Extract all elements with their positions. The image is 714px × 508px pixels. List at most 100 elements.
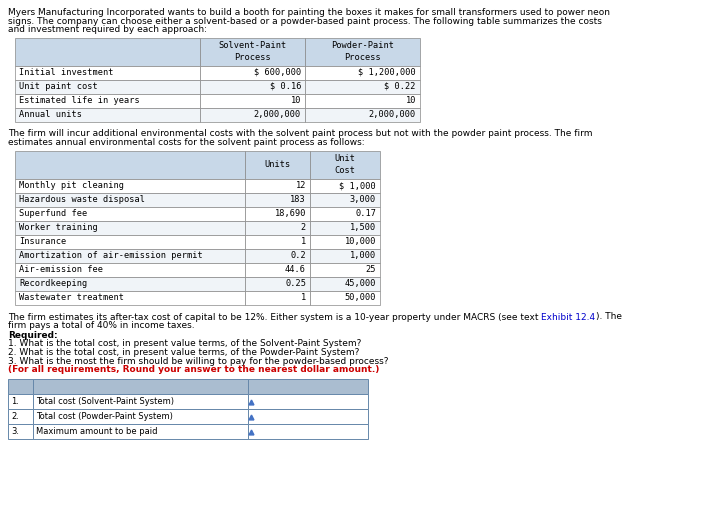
Text: Amortization of air-emission permit: Amortization of air-emission permit bbox=[19, 251, 203, 260]
Text: Solvent-Paint: Solvent-Paint bbox=[218, 41, 286, 50]
Bar bbox=[310, 248, 380, 263]
Bar bbox=[15, 66, 200, 79]
Bar bbox=[15, 178, 245, 193]
Bar bbox=[248, 409, 368, 424]
Text: Estimated life in years: Estimated life in years bbox=[19, 96, 140, 105]
Text: (For all requirements, Round your answer to the nearest dollar amount.): (For all requirements, Round your answer… bbox=[8, 365, 379, 374]
Text: Unit: Unit bbox=[334, 154, 356, 163]
Text: 45,000: 45,000 bbox=[344, 279, 376, 288]
Bar bbox=[15, 235, 245, 248]
Text: Units: Units bbox=[264, 160, 291, 169]
Bar bbox=[15, 79, 200, 93]
Bar bbox=[8, 379, 33, 394]
Text: Air-emission fee: Air-emission fee bbox=[19, 265, 103, 274]
Bar bbox=[200, 93, 305, 108]
Text: 1: 1 bbox=[301, 237, 306, 246]
Text: 3.: 3. bbox=[11, 427, 19, 436]
Bar bbox=[245, 206, 310, 220]
Text: Process: Process bbox=[344, 53, 381, 62]
Text: The firm will incur additional environmental costs with the solvent paint proces: The firm will incur additional environme… bbox=[8, 130, 593, 139]
Bar bbox=[15, 220, 245, 235]
Text: 1,500: 1,500 bbox=[350, 223, 376, 232]
Text: Worker training: Worker training bbox=[19, 223, 98, 232]
Bar bbox=[200, 66, 305, 79]
Text: Cost: Cost bbox=[334, 166, 356, 175]
Text: 3. What is the most the firm should be willing to pay for the powder-based proce: 3. What is the most the firm should be w… bbox=[8, 357, 388, 365]
Text: 1.: 1. bbox=[11, 397, 19, 406]
Bar bbox=[200, 108, 305, 121]
Text: 10: 10 bbox=[406, 96, 416, 105]
Bar bbox=[310, 235, 380, 248]
Text: $ 1,000: $ 1,000 bbox=[339, 181, 376, 190]
Text: 183: 183 bbox=[291, 195, 306, 204]
Bar bbox=[245, 150, 310, 178]
Bar bbox=[248, 379, 368, 394]
Bar bbox=[305, 93, 420, 108]
Text: 44.6: 44.6 bbox=[285, 265, 306, 274]
Text: $ 0.22: $ 0.22 bbox=[385, 82, 416, 91]
Text: $ 0.16: $ 0.16 bbox=[269, 82, 301, 91]
Text: Powder-Paint: Powder-Paint bbox=[331, 41, 394, 50]
Text: 25: 25 bbox=[366, 265, 376, 274]
Bar bbox=[248, 424, 368, 439]
Bar bbox=[310, 193, 380, 206]
Text: 0.17: 0.17 bbox=[355, 209, 376, 218]
Bar bbox=[15, 291, 245, 304]
Bar bbox=[200, 38, 305, 66]
Bar bbox=[33, 409, 248, 424]
Bar bbox=[245, 263, 310, 276]
Text: Hazardous waste disposal: Hazardous waste disposal bbox=[19, 195, 145, 204]
Bar bbox=[8, 394, 33, 409]
Text: 10: 10 bbox=[291, 96, 301, 105]
Bar bbox=[15, 93, 200, 108]
Text: Unit paint cost: Unit paint cost bbox=[19, 82, 98, 91]
Text: firm pays a total of 40% in income taxes.: firm pays a total of 40% in income taxes… bbox=[8, 321, 195, 330]
Bar bbox=[245, 276, 310, 291]
Text: Process: Process bbox=[234, 53, 271, 62]
Text: Total cost (Powder-Paint System): Total cost (Powder-Paint System) bbox=[36, 412, 173, 421]
Text: 10,000: 10,000 bbox=[344, 237, 376, 246]
Bar bbox=[310, 263, 380, 276]
Text: 18,690: 18,690 bbox=[274, 209, 306, 218]
Text: 3,000: 3,000 bbox=[350, 195, 376, 204]
Text: 1: 1 bbox=[301, 293, 306, 302]
Bar bbox=[245, 248, 310, 263]
Bar bbox=[33, 394, 248, 409]
Text: and investment required by each approach:: and investment required by each approach… bbox=[8, 25, 207, 34]
Bar bbox=[15, 193, 245, 206]
Text: ). The: ). The bbox=[595, 312, 621, 322]
Bar bbox=[200, 79, 305, 93]
Text: $ 1,200,000: $ 1,200,000 bbox=[358, 68, 416, 77]
Text: 2. What is the total cost, in present value terms, of the Powder-Paint System?: 2. What is the total cost, in present va… bbox=[8, 348, 359, 357]
Text: signs. The company can choose either a solvent-based or a powder-based paint pro: signs. The company can choose either a s… bbox=[8, 16, 602, 25]
Text: Myers Manufacturing Incorporated wants to build a booth for painting the boxes i: Myers Manufacturing Incorporated wants t… bbox=[8, 8, 610, 17]
Text: Initial investment: Initial investment bbox=[19, 68, 114, 77]
Text: 0.2: 0.2 bbox=[291, 251, 306, 260]
Text: 50,000: 50,000 bbox=[344, 293, 376, 302]
Bar bbox=[310, 178, 380, 193]
Bar bbox=[310, 150, 380, 178]
Text: 2.: 2. bbox=[11, 412, 19, 421]
Bar bbox=[15, 38, 200, 66]
Bar bbox=[310, 206, 380, 220]
Bar bbox=[15, 276, 245, 291]
Text: Monthly pit cleaning: Monthly pit cleaning bbox=[19, 181, 124, 190]
Bar bbox=[15, 206, 245, 220]
Bar bbox=[310, 276, 380, 291]
Bar bbox=[8, 424, 33, 439]
Bar bbox=[305, 38, 420, 66]
Bar bbox=[305, 79, 420, 93]
Text: 12: 12 bbox=[296, 181, 306, 190]
Bar bbox=[33, 379, 248, 394]
Bar bbox=[15, 263, 245, 276]
Bar bbox=[245, 178, 310, 193]
Text: Insurance: Insurance bbox=[19, 237, 66, 246]
Bar bbox=[15, 108, 200, 121]
Text: 0.25: 0.25 bbox=[285, 279, 306, 288]
Text: Recordkeeping: Recordkeeping bbox=[19, 279, 87, 288]
Text: Exhibit 12.4: Exhibit 12.4 bbox=[541, 312, 595, 322]
Text: 2,000,000: 2,000,000 bbox=[368, 110, 416, 119]
Bar bbox=[310, 220, 380, 235]
Text: Wastewater treatment: Wastewater treatment bbox=[19, 293, 124, 302]
Text: $ 600,000: $ 600,000 bbox=[253, 68, 301, 77]
